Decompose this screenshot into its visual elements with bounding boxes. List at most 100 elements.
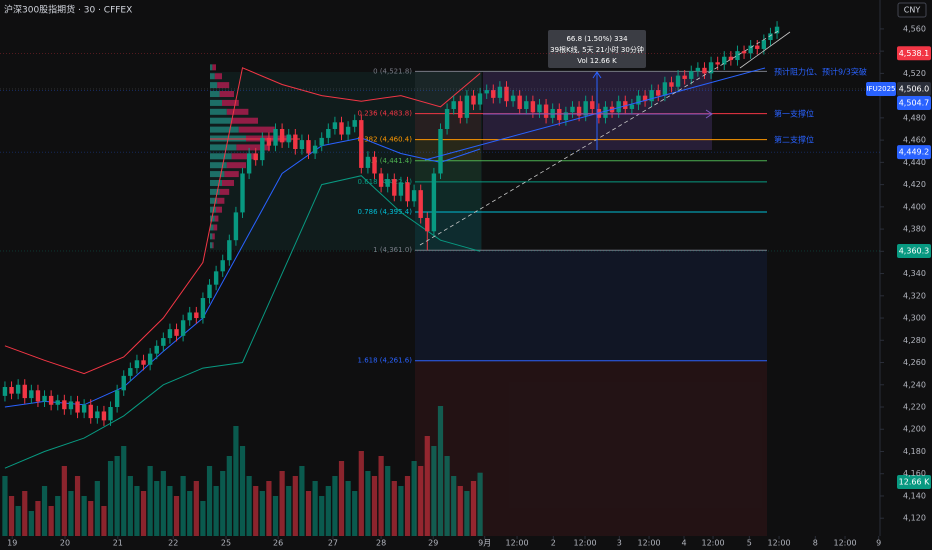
volume-badge [897, 475, 931, 489]
x-tick-label: 12:00 [637, 539, 660, 548]
candle-body [95, 411, 100, 419]
profile-up [210, 108, 227, 115]
y-tick-label: 4,260 [903, 358, 926, 367]
y-tick-label: 4,200 [903, 425, 926, 434]
candle-body [48, 395, 54, 405]
candle-body [227, 240, 232, 261]
candle-body [550, 108, 555, 118]
volume-bar [173, 496, 180, 536]
profile-down [226, 162, 246, 169]
candle-body [649, 90, 654, 102]
price-badge [897, 95, 931, 110]
volume-bar [220, 471, 226, 536]
volume-bar [352, 491, 358, 536]
candle-body [675, 75, 681, 87]
candle-body [207, 284, 212, 299]
candle-body [213, 271, 219, 285]
candle-body [114, 390, 120, 408]
candle-body [517, 95, 522, 109]
candle-body [748, 45, 753, 54]
volume-bar [35, 501, 41, 536]
candle-body [438, 128, 443, 174]
measure-tooltip [548, 30, 646, 68]
annotation: 第一支撑位 [774, 109, 814, 119]
candle-body [741, 51, 747, 54]
volume-bar [233, 426, 239, 536]
volume-bar [239, 446, 246, 536]
fib-fill [415, 139, 481, 161]
profile-down [216, 206, 222, 213]
volume-bar [279, 471, 285, 536]
candle-body [15, 384, 21, 394]
profile-up [210, 179, 222, 186]
y-tick-label: 4,320 [903, 291, 926, 300]
x-tick-label: 12:00 [768, 539, 791, 548]
candle-body [273, 128, 278, 146]
candle-body [722, 56, 727, 65]
x-tick-label: 20 [60, 539, 70, 548]
candle-body [755, 45, 760, 49]
candle-body [22, 384, 27, 399]
profile-down [214, 215, 219, 222]
candle-body [623, 101, 628, 109]
x-tick-label: 28 [376, 539, 386, 548]
volume-bar [134, 486, 140, 536]
volume-bar [358, 451, 364, 536]
candle-body [378, 173, 384, 187]
candle-body [42, 395, 47, 402]
price-badge-text: 4,360.3 [899, 246, 930, 255]
price-badge-text: 4,538.1 [899, 49, 930, 58]
volume-bar [15, 506, 21, 536]
volume-bar [365, 471, 371, 536]
volume-bar [312, 481, 318, 536]
candle-body [372, 156, 377, 174]
candle-body [497, 86, 503, 98]
volume-badge-text: 12.66 K [899, 478, 930, 487]
x-tick-label: 12:00 [833, 539, 856, 548]
candle-body [286, 134, 291, 143]
candle-body [695, 67, 701, 72]
volume-bar [68, 491, 74, 536]
volume-bar [457, 486, 463, 536]
candle-body [108, 407, 113, 421]
candle-body [774, 26, 780, 34]
candle-body [477, 93, 483, 105]
candle-body [141, 360, 146, 365]
volume-bar [411, 461, 417, 536]
profile-down [217, 197, 225, 204]
volume-bar [385, 466, 391, 536]
profile-up [210, 233, 213, 240]
price-badge [897, 243, 931, 258]
volume-bar [299, 466, 305, 536]
candle-body [689, 71, 694, 79]
profile-down [217, 82, 230, 89]
profile-up [210, 215, 215, 222]
contract-label: IFU2025 [866, 85, 895, 93]
volume-bar [286, 486, 292, 536]
y-tick-label: 4,400 [903, 202, 926, 211]
volume-bar [8, 496, 15, 536]
volume-bar [147, 466, 153, 536]
candle-body [147, 353, 153, 365]
volume-bar [200, 501, 206, 536]
volume-bar [470, 481, 477, 536]
candle-body [55, 400, 60, 405]
volume-bar [378, 456, 384, 536]
profile-down [219, 188, 230, 195]
volume-bar [22, 491, 28, 536]
x-tick-label: 12:00 [506, 539, 529, 548]
measure-text: Vol 12.66 K [577, 57, 617, 65]
candle-body [510, 95, 516, 102]
price-badge [897, 46, 931, 61]
candle-body [616, 101, 621, 113]
fib-fill [415, 71, 481, 114]
candle-body [246, 153, 252, 174]
x-tick-label: 3 [617, 539, 622, 548]
candle-body [88, 404, 93, 419]
measure-text: 39根K线, 5天 21小时 30分钟 [550, 45, 644, 54]
volume-bar [464, 491, 470, 536]
profile-down [222, 179, 234, 186]
candle-body [194, 312, 199, 319]
